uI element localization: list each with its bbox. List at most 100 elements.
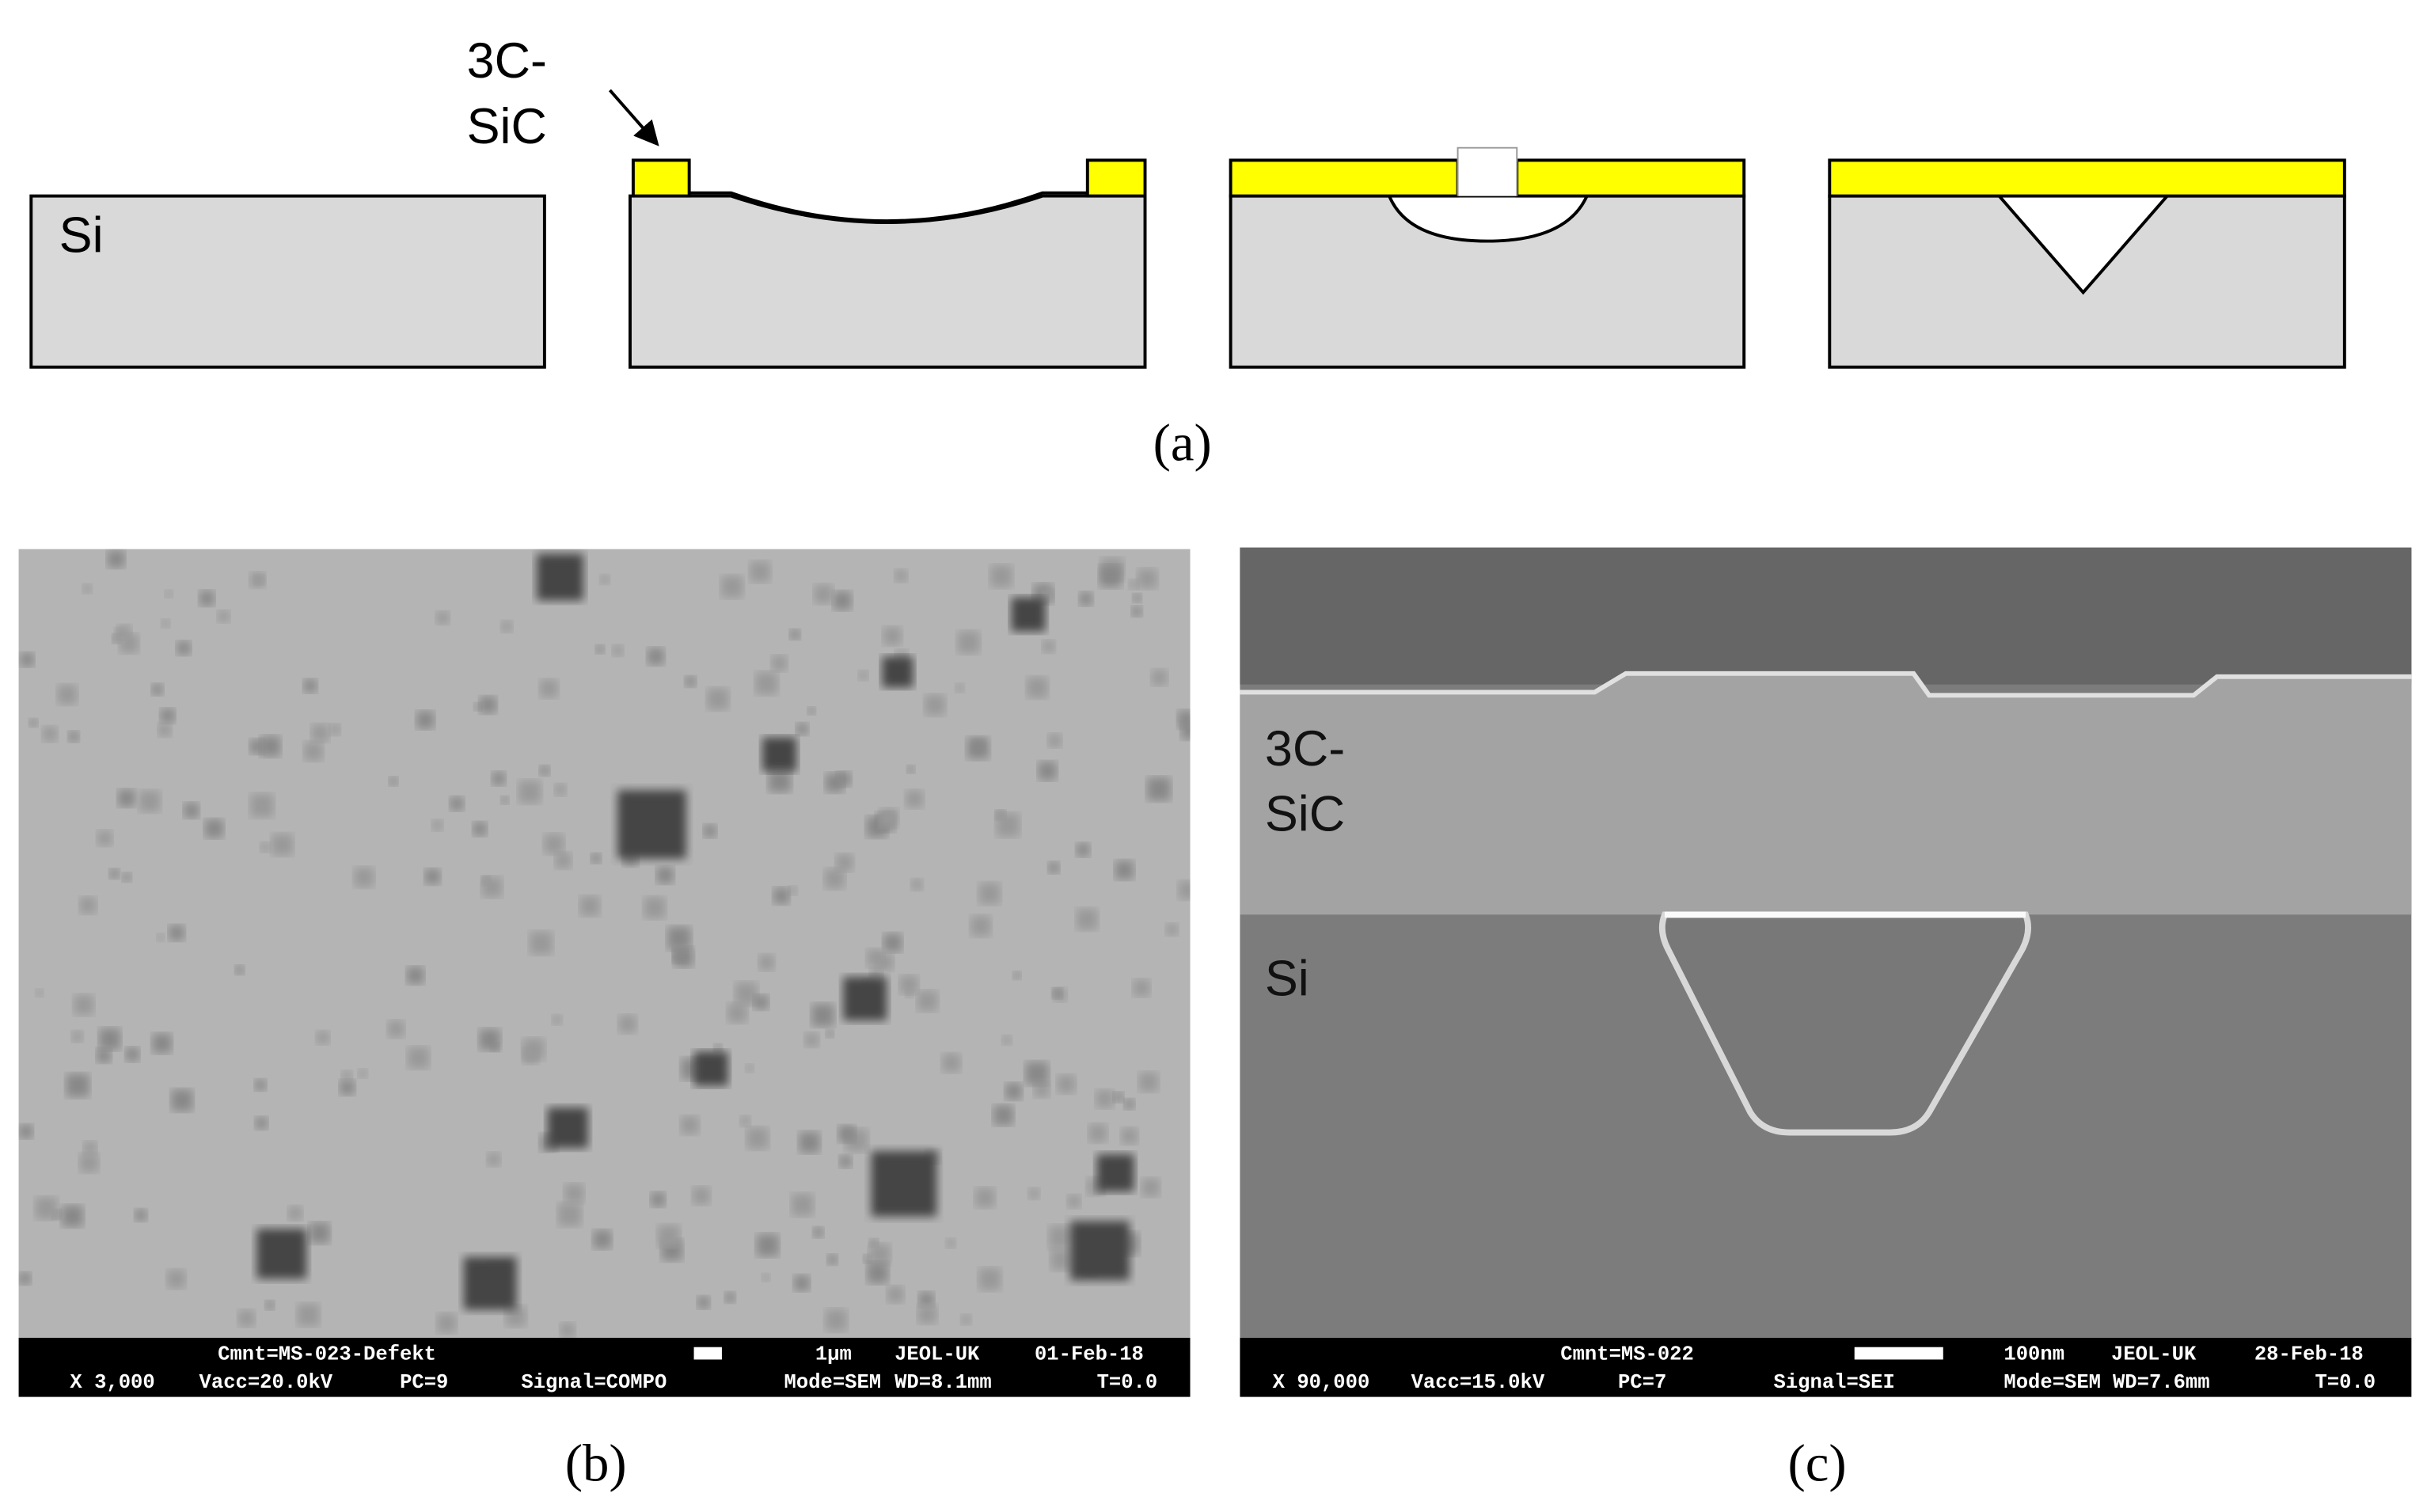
defect [685, 675, 697, 687]
defect [28, 718, 38, 728]
defect [882, 656, 913, 688]
defect [745, 1064, 754, 1073]
defect [899, 975, 918, 994]
info-text: Cmnt=MS-022 [1560, 1343, 1694, 1366]
defect [1096, 1089, 1114, 1108]
defect [917, 1305, 937, 1324]
defect [1100, 565, 1122, 587]
defect [389, 777, 398, 786]
sic-layer [1515, 158, 1746, 198]
defect [171, 1089, 193, 1111]
defect [746, 1127, 769, 1149]
defect [20, 652, 35, 667]
defect [657, 1225, 680, 1248]
defect [967, 737, 989, 759]
defect [883, 933, 902, 952]
sem-image [18, 549, 1191, 1338]
arrow [608, 89, 659, 146]
defect [863, 1254, 872, 1263]
defect [530, 931, 553, 955]
defect [990, 565, 1012, 587]
defect [1012, 971, 1021, 980]
info-bar [18, 1337, 1191, 1397]
defect [204, 819, 224, 838]
defect [158, 723, 172, 737]
opening [1457, 146, 1518, 196]
info-bar [1240, 1337, 2412, 1397]
defect [537, 553, 584, 601]
defect [1079, 592, 1093, 606]
defect [157, 933, 165, 942]
defect [595, 644, 605, 654]
defect [768, 769, 792, 792]
defect [656, 866, 674, 884]
defect [651, 1192, 666, 1207]
defect [674, 947, 693, 967]
defect [97, 1048, 112, 1063]
surface-edge [1240, 671, 2412, 698]
defect [1123, 1099, 1135, 1110]
defect [804, 1032, 819, 1047]
panel-a [29, 89, 2346, 369]
info-text: T=0.0 [1097, 1371, 1158, 1394]
defect [618, 1015, 637, 1033]
defect [329, 724, 341, 735]
defect [99, 1028, 121, 1050]
info-text: Cmnt=MS-023-Defekt [218, 1343, 436, 1366]
defect [894, 569, 908, 583]
defect [539, 679, 558, 698]
info-text: Signal=COMPO [521, 1371, 667, 1394]
defect [978, 883, 1001, 905]
defect [473, 822, 488, 836]
defect [152, 1033, 172, 1054]
defect [826, 1254, 838, 1265]
defect [905, 989, 914, 998]
defect [1151, 669, 1168, 686]
defect [436, 1313, 457, 1333]
defect [697, 1296, 710, 1309]
defect [762, 737, 797, 772]
defect [473, 702, 482, 711]
panel-b: Cmnt=MS-023-Defekt 1μm JEOL-UK 01-Feb-18… [18, 549, 1191, 1397]
defect [593, 1229, 612, 1249]
defect [256, 1229, 307, 1279]
defect [177, 640, 191, 655]
defect [35, 1197, 58, 1220]
defect [265, 1300, 275, 1310]
defect [1025, 1062, 1049, 1085]
defect [522, 1038, 545, 1061]
defect [811, 1004, 834, 1027]
defect [858, 671, 868, 681]
defect [727, 1003, 747, 1023]
defect [703, 824, 716, 838]
defect [66, 1073, 89, 1097]
defect [18, 1124, 33, 1139]
defect [961, 1314, 971, 1325]
defect [879, 808, 898, 827]
defect [431, 819, 443, 831]
info-text: X 90,000 [1273, 1371, 1370, 1394]
defect [555, 852, 572, 869]
sic-pad [1085, 158, 1147, 198]
defect [288, 1206, 303, 1221]
defect [199, 591, 215, 606]
defect [836, 772, 852, 787]
layer-label: SiC [1265, 786, 1345, 841]
thin-film [687, 191, 1089, 222]
defect [826, 1029, 834, 1038]
defect [560, 1323, 575, 1338]
defect [500, 796, 509, 804]
defect [693, 1051, 728, 1086]
defect [408, 1047, 430, 1069]
defect [42, 726, 58, 742]
defect [358, 1069, 367, 1078]
defect [234, 965, 245, 975]
defect [735, 982, 758, 1005]
defect [116, 625, 132, 640]
defect [340, 1080, 355, 1096]
defect [1141, 1178, 1160, 1197]
defect [799, 1132, 820, 1153]
substrate-label: Si [59, 207, 104, 263]
defect [424, 868, 441, 885]
defect [74, 994, 94, 1016]
